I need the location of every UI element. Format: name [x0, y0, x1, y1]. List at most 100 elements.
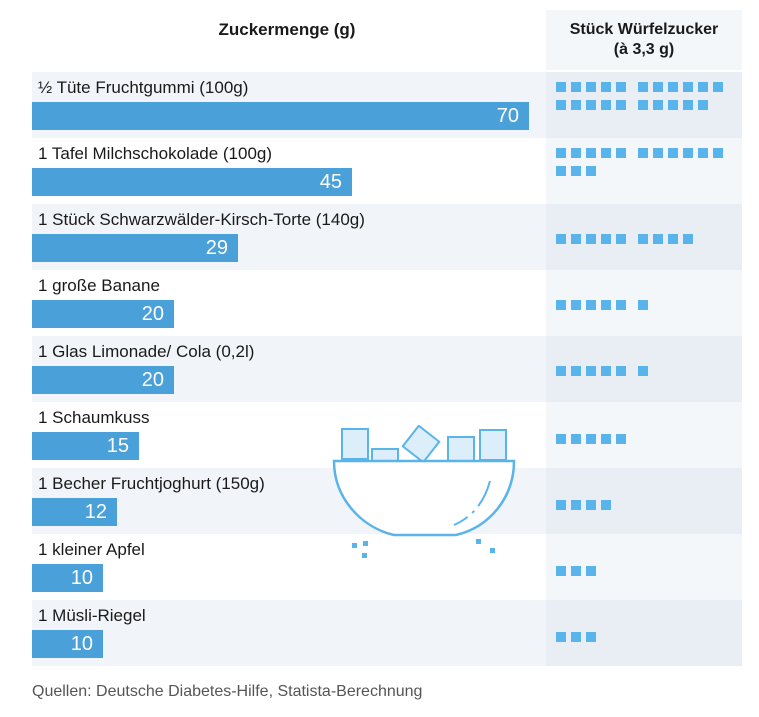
- bar-value-label: 70: [496, 105, 519, 127]
- sugar-bowl-illustration: [332, 425, 516, 558]
- sugar-cube-icon: [571, 300, 581, 310]
- sugar-cube-icon: [601, 148, 611, 158]
- chart-row: 1 große Banane 20: [32, 270, 742, 336]
- sugar-cube-group: [556, 632, 736, 650]
- sugar-cube-icon: [556, 366, 566, 376]
- sugar-cube-icon: [668, 234, 678, 244]
- category-label: 1 Glas Limonade/ Cola (0,2l): [38, 342, 255, 361]
- sugar-cube-icon: [586, 148, 596, 158]
- sugar-cube-icon: [571, 566, 581, 576]
- sugar-cube-icon: [586, 234, 596, 244]
- sugar-cube-icon: [556, 500, 566, 510]
- sugar-cube-icon: [616, 148, 626, 158]
- sugar-cube-group: [556, 300, 736, 318]
- sugar-cube-icon: [638, 234, 648, 244]
- sugar-cube-icon: [668, 82, 678, 92]
- sugar-cube-icon: [556, 166, 566, 176]
- sugar-cube-icon: [556, 632, 566, 642]
- bar-value-label: 10: [70, 633, 93, 655]
- sugar-cube-icon: [601, 366, 611, 376]
- sugar-cube-icon: [698, 148, 708, 158]
- sugar-cube-icon: [586, 500, 596, 510]
- sugar-cube-icon: [683, 148, 693, 158]
- sugar-cube-icon: [698, 82, 708, 92]
- sugar-cube-icon: [713, 148, 723, 158]
- sugar-cube-icon: [638, 82, 648, 92]
- header-line-2: (à 3,3 g): [613, 41, 675, 58]
- bar-value-label: 45: [319, 171, 342, 193]
- sugar-cube-icon: [616, 434, 626, 444]
- chart-row: ½ Tüte Fruchtgummi (100g) 70: [32, 72, 742, 138]
- sugar-cube-icon: [653, 148, 663, 158]
- sugar-cube-icon: [571, 234, 581, 244]
- sugar-cube-icon: [556, 566, 566, 576]
- bar-value-label: 12: [84, 501, 107, 523]
- sugar-cube-icon: [447, 436, 475, 462]
- sugar-cube-group: [556, 366, 736, 384]
- bar-value-label: 20: [141, 303, 164, 325]
- sugar-cube-icon: [586, 366, 596, 376]
- category-label: 1 Schaumkuss: [38, 408, 150, 427]
- sugar-cube-icon: [586, 100, 596, 110]
- sugar-cube-icon: [586, 566, 596, 576]
- bar-value-label: 10: [70, 567, 93, 589]
- sugar-cube-icon: [668, 100, 678, 110]
- sugar-cube-icon: [586, 434, 596, 444]
- sugar-cube-icon: [571, 148, 581, 158]
- bar: 12: [32, 498, 117, 526]
- sugar-cube-group: [556, 148, 736, 184]
- sugar-cube-icon: [586, 166, 596, 176]
- sugar-cube-icon: [571, 166, 581, 176]
- bar: 70: [32, 102, 529, 130]
- source-note: Quellen: Deutsche Diabetes-Hilfe, Statis…: [32, 683, 423, 700]
- sugar-cube-icon: [586, 82, 596, 92]
- chart-row: 1 Müsli-Riegel 10: [32, 600, 742, 666]
- category-label: 1 kleiner Apfel: [38, 540, 145, 559]
- sugar-cube-icon: [556, 300, 566, 310]
- chart-row: 1 Glas Limonade/ Cola (0,2l) 20: [32, 336, 742, 402]
- category-label: 1 Tafel Milchschokolade (100g): [38, 144, 273, 163]
- column-header-sugar-cubes: Stück Würfelzucker (à 3,3 g): [546, 10, 742, 70]
- sugar-cube-icon: [479, 429, 507, 461]
- sugar-cube-group: [556, 500, 736, 518]
- sugar-cube-icon: [638, 300, 648, 310]
- bar: 20: [32, 300, 174, 328]
- sugar-cube-icon: [653, 234, 663, 244]
- sugar-cube-icon: [601, 300, 611, 310]
- sugar-cube-icon: [616, 234, 626, 244]
- bar-value-label: 29: [205, 237, 228, 259]
- sugar-cube-icon: [571, 434, 581, 444]
- sugar-cube-icon: [683, 234, 693, 244]
- sugar-cube-icon: [616, 100, 626, 110]
- bar-value-label: 20: [141, 369, 164, 391]
- sugar-cube-icon: [571, 366, 581, 376]
- sugar-cube-group: [556, 234, 736, 252]
- sugar-cube-icon: [713, 82, 723, 92]
- header-line-1: Stück Würfelzucker: [569, 21, 719, 38]
- sugar-cube-icon: [601, 82, 611, 92]
- sugar-cube-icon: [683, 82, 693, 92]
- chart-row: 1 Stück Schwarzwälder-Kirsch-Torte (140g…: [32, 204, 742, 270]
- category-label: 1 Müsli-Riegel: [38, 606, 146, 625]
- sugar-cube-icon: [556, 434, 566, 444]
- sugar-cube-group: [556, 434, 736, 452]
- bar: 10: [32, 630, 103, 658]
- chart-row: 1 kleiner Apfel 10: [32, 534, 742, 600]
- sugar-cube-icon: [556, 82, 566, 92]
- bar: 20: [32, 366, 174, 394]
- sugar-cube-icon: [616, 300, 626, 310]
- chart-row: 1 Schaumkuss 15: [32, 402, 742, 468]
- sugar-cube-icon: [571, 632, 581, 642]
- sugar-cube-icon: [653, 82, 663, 92]
- category-label: 1 große Banane: [38, 276, 160, 295]
- sugar-cube-icon: [401, 425, 441, 464]
- bar-value-label: 15: [106, 435, 129, 457]
- sugar-cube-icon: [556, 100, 566, 110]
- sugar-cube-icon: [683, 100, 693, 110]
- sugar-cube-icon: [638, 148, 648, 158]
- bar: 45: [32, 168, 352, 196]
- sugar-cube-icon: [653, 100, 663, 110]
- bar: 10: [32, 564, 103, 592]
- bar: 15: [32, 432, 139, 460]
- sugar-cube-icon: [571, 100, 581, 110]
